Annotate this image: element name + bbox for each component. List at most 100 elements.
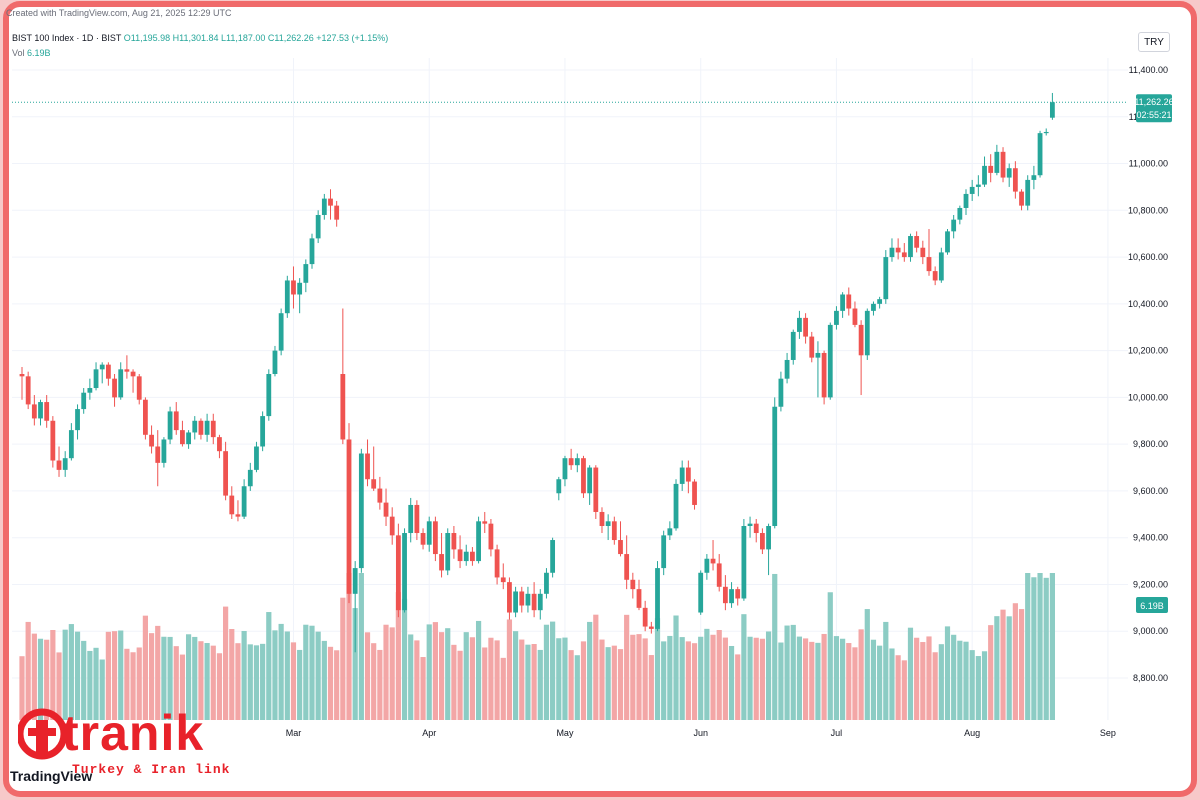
candle [99,362,105,384]
volume-bar [148,633,155,720]
candle [340,308,346,445]
candle-body [389,516,395,536]
candle-body [247,469,253,487]
volume-bar [426,624,432,720]
volume-bar [679,637,685,720]
candle-body [661,535,667,569]
candle [278,308,284,356]
volume-bar [173,646,179,720]
volume-bar [661,641,667,720]
candle [568,448,574,470]
volume-bar [1031,577,1037,720]
volume-bar [204,643,210,720]
candle [451,526,457,559]
volume-bar [840,638,846,720]
volume-bar [74,631,81,720]
candle-body [797,317,802,332]
volume-bars [19,573,1055,720]
candle-body [25,376,31,405]
volume-bar [975,656,981,720]
candle [611,516,617,545]
candle [266,369,272,421]
volume-bar [920,642,926,720]
candle [1012,161,1018,199]
volume-bar [500,657,506,720]
volume-bar [185,634,192,720]
candle-body [525,593,531,606]
candle [562,455,568,487]
candle-body [834,310,839,325]
candle [871,301,876,316]
candle-body [105,364,111,379]
candle [81,388,87,414]
volume-bar [926,636,932,720]
candle-body [827,324,833,398]
candle [766,523,771,576]
candle-body [975,184,981,187]
candle [698,570,704,615]
candle [470,547,475,566]
candle [834,306,839,330]
volume-bar [142,615,148,720]
candle-body [630,579,636,590]
volume-bar [716,630,722,720]
volume-bar [389,627,395,720]
candle-body [753,523,759,534]
candle [260,411,266,452]
candle-body [112,378,117,398]
candle-body [871,303,876,311]
candle-body [99,364,105,370]
candle-body [223,451,229,496]
candle-body [93,369,99,389]
candle [852,301,858,328]
candle-body [75,409,80,431]
candle-body [494,549,500,578]
y-tick-label: 10,400.00 [1128,299,1168,309]
candle [241,479,247,519]
volume-bar [377,649,383,720]
candle-body [50,420,56,461]
candle [809,331,815,363]
currency-button[interactable]: TRY [1138,32,1170,52]
volume-bar [1018,609,1025,720]
candle [328,189,333,220]
volume-bar [525,644,531,720]
volume-bar [395,592,401,720]
volume-bar [167,636,173,720]
candle [797,310,802,339]
candle [180,420,185,447]
volume-bar [445,628,451,720]
candle-body [371,479,377,489]
candle-body [760,533,765,550]
candle-body [901,252,907,258]
volume-bar [772,573,778,720]
candle [704,554,710,580]
x-tick-label: Jul [831,728,843,738]
volume-bar [432,622,438,720]
candle-body [143,399,148,435]
volume-bar [290,642,297,720]
candle [62,451,68,477]
candle [44,395,50,428]
volume-bar [1012,603,1018,720]
candle [1025,175,1031,211]
candle-body [667,528,673,536]
candle-body [470,551,475,562]
volume-bar [519,639,525,720]
volume-bar [1025,573,1031,720]
candle-body [488,523,494,550]
candle-body [352,568,358,594]
volume-bar [796,636,803,720]
volume-bar [870,639,877,720]
candle [747,516,753,538]
candle-body [340,374,346,440]
candle [988,154,994,183]
volume-bar [907,627,914,720]
candle-body [377,488,383,503]
candle [420,528,426,550]
watermark-logo-text: tranik [62,705,205,761]
candle [729,582,734,608]
volume-tag-value: 6.19B [1140,601,1164,611]
candle-body [1006,168,1012,178]
